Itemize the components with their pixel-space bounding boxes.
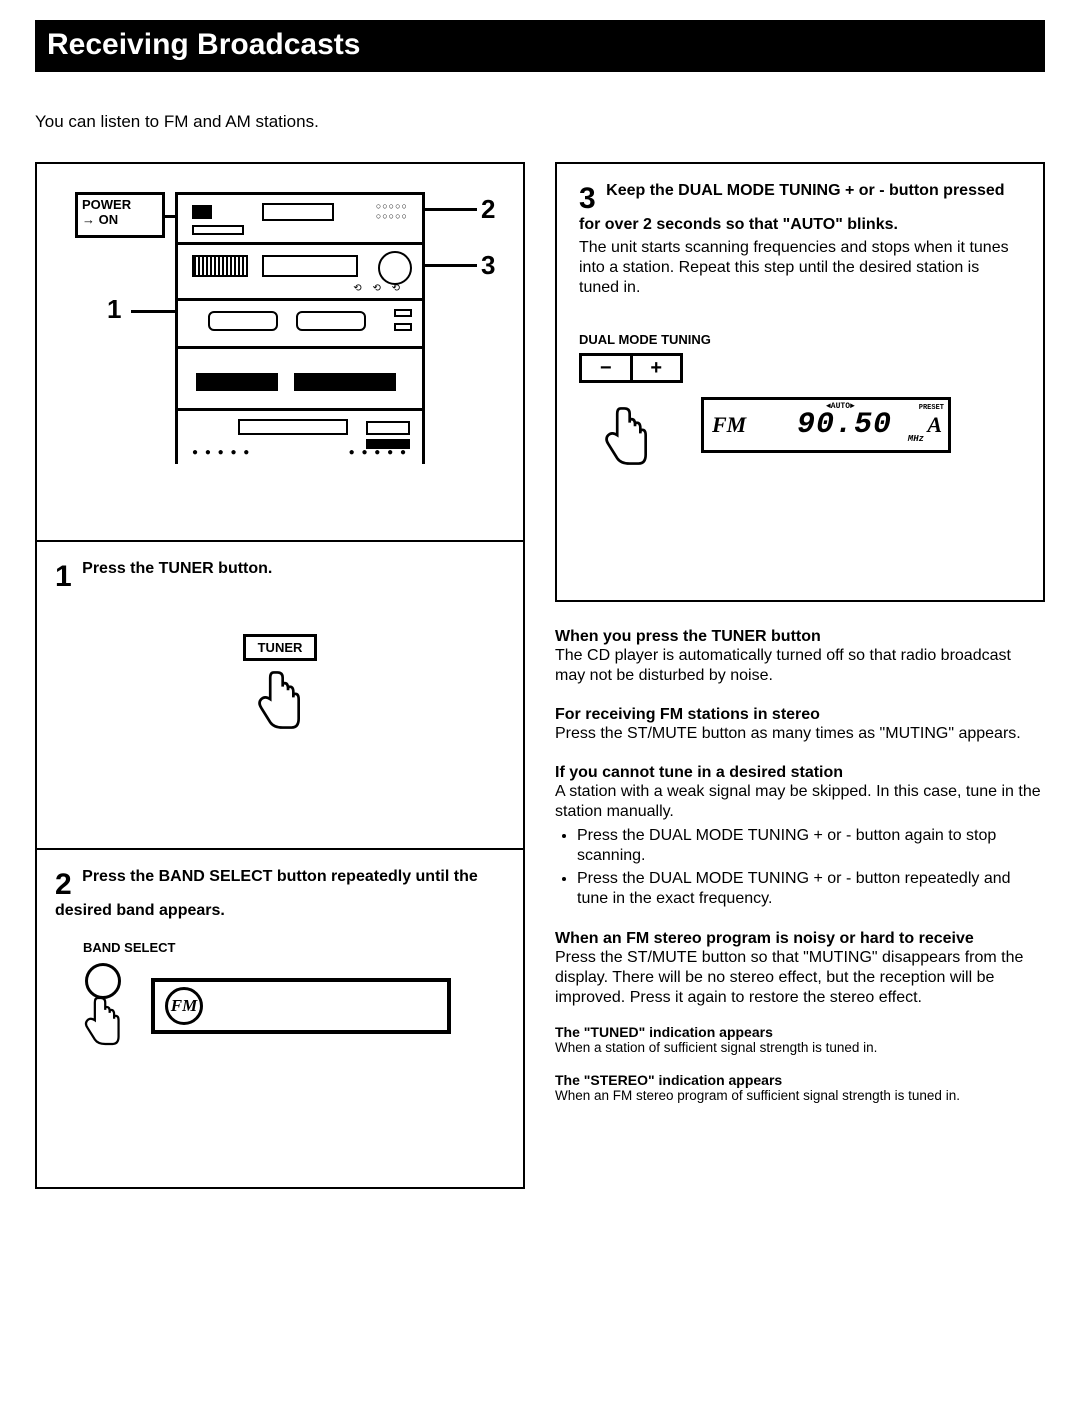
power-line2: → ON — [82, 213, 158, 228]
note-cannot-h: If you cannot tune in a desired station — [555, 764, 1045, 782]
callout-3: 3 — [481, 250, 495, 281]
frequency-display: ◄AUTO► PRESET FM 90.50 MHz A — [701, 397, 951, 453]
band-select-label: BAND SELECT — [83, 940, 505, 955]
fm-badge: FM — [165, 987, 203, 1025]
intro-text: You can listen to FM and AM stations. — [35, 112, 1045, 132]
note-tuner-p: The CD player is automatically turned of… — [555, 646, 1045, 686]
hand-icon — [603, 401, 651, 471]
dmt-label: DUAL MODE TUNING — [579, 332, 1021, 347]
band-select-button[interactable] — [85, 963, 121, 999]
step1-box: 1 Press the TUNER button. TUNER — [35, 542, 525, 850]
freq-unit: MHz — [908, 434, 924, 444]
note-tuned-p: When a station of sufficient signal stre… — [555, 1040, 1045, 1056]
preset-indicator: PRESET — [919, 404, 944, 412]
step1-num: 1 — [55, 560, 72, 594]
note-noisy-p: Press the ST/MUTE button so that "MUTING… — [555, 948, 1045, 1008]
tuning-buttons[interactable]: − + — [579, 353, 683, 383]
note-noisy-h: When an FM stereo program is noisy or ha… — [555, 930, 1045, 948]
band-display: FM — [151, 978, 451, 1034]
note-stereo-p: Press the ST/MUTE button as many times a… — [555, 724, 1045, 744]
note-stereo-h: For receiving FM stations in stereo — [555, 706, 1045, 724]
system-diagram-box: POWER → ON ○○○○○○○○○○ ⟲ ⟲ ⟲ — [35, 162, 525, 542]
power-line1: POWER — [82, 198, 158, 213]
step3-box: 3 Keep the DUAL MODE TUNING + or - butto… — [555, 162, 1045, 602]
step3-body: The unit starts scanning frequencies and… — [579, 238, 1021, 298]
note-cannot-b1: Press the DUAL MODE TUNING + or - button… — [577, 826, 1045, 867]
callout-2: 2 — [481, 194, 495, 225]
callout-1: 1 — [107, 294, 121, 325]
note-stind-h: The "STEREO" indication appears — [555, 1072, 1045, 1088]
step3-num: 3 — [579, 182, 596, 216]
freq-value: 90.50 — [797, 408, 892, 442]
tuning-minus[interactable]: − — [582, 356, 633, 380]
tuner-button[interactable]: TUNER — [243, 634, 318, 661]
note-cannot-b2: Press the DUAL MODE TUNING + or - button… — [577, 869, 1045, 910]
step3-bold: Keep the DUAL MODE TUNING + or - button … — [579, 182, 1005, 233]
note-tuner-h: When you press the TUNER button — [555, 628, 1045, 646]
step2-text: Press the BAND SELECT button repeatedly … — [55, 868, 478, 919]
freq-band: FM — [712, 412, 746, 438]
note-cannot-p: A station with a weak signal may be skip… — [555, 782, 1045, 822]
note-stind-p: When an FM stereo program of sufficient … — [555, 1088, 1045, 1104]
step1-text: Press the TUNER button. — [82, 560, 272, 577]
hand-icon — [256, 665, 304, 735]
freq-preset-a: A — [927, 412, 942, 438]
page-title: Receiving Broadcasts — [35, 20, 1045, 72]
tuning-plus[interactable]: + — [633, 356, 681, 380]
hand-icon — [83, 993, 123, 1049]
step2-box: 2 Press the BAND SELECT button repeatedl… — [35, 850, 525, 1189]
note-tuned-h: The "TUNED" indication appears — [555, 1024, 1045, 1040]
stereo-stack: ○○○○○○○○○○ ⟲ ⟲ ⟲ — [175, 192, 425, 464]
step2-num: 2 — [55, 868, 72, 902]
power-label: POWER → ON — [75, 192, 165, 238]
